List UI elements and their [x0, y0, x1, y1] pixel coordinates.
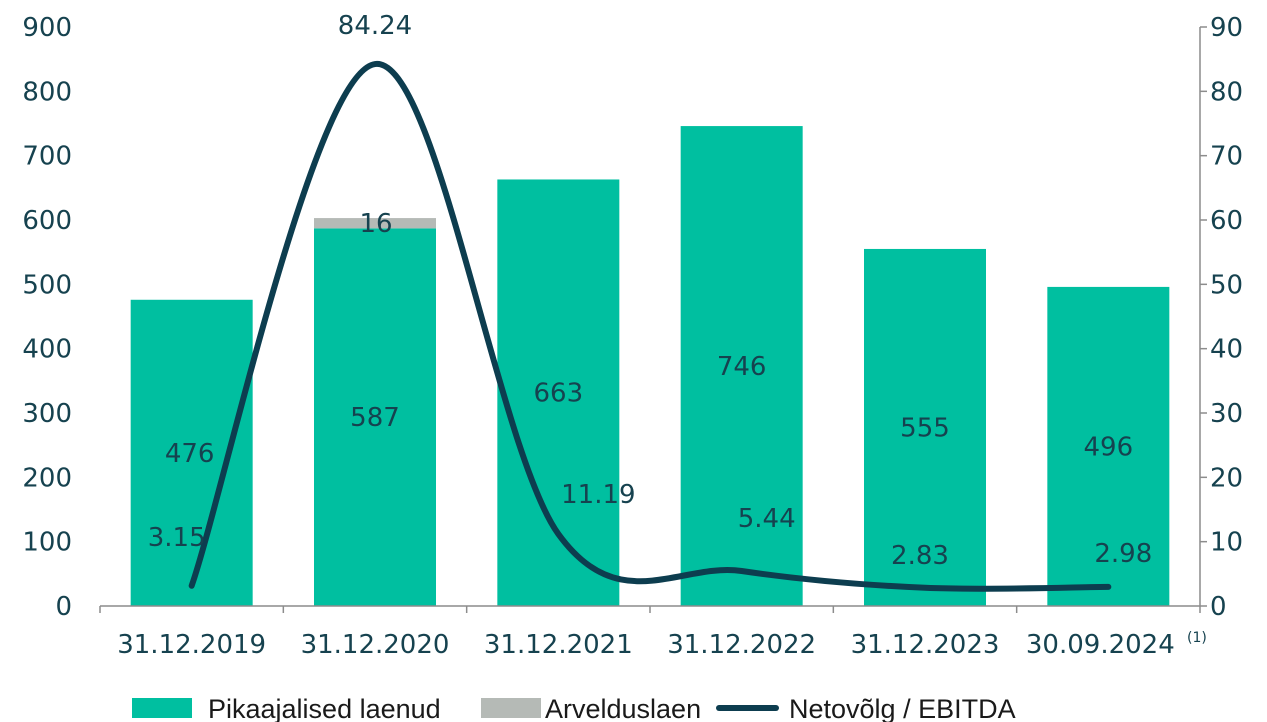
stacked-bar-31.12.2020	[314, 218, 436, 229]
left-y-tick-label: 700	[22, 142, 72, 172]
bar-30.09.2024	[1047, 286, 1170, 606]
line-value-label: 5.44	[738, 504, 796, 534]
bar-31.12.2019	[130, 299, 253, 606]
right-y-tick-label: 40	[1210, 335, 1243, 365]
legend-swatch-arvelduslaen	[481, 698, 541, 718]
right-y-tick-label: 80	[1210, 77, 1243, 107]
line-value-label: 2.83	[891, 541, 949, 571]
series-line-netovolg-ebitda	[188, 61, 1112, 592]
x-category-label: 30.09.2024	[1026, 630, 1175, 660]
right-y-tick-label: 60	[1210, 206, 1243, 236]
left-y-tick-label: 300	[22, 399, 72, 429]
legend-label-arvelduslaen: Arvelduslaen	[545, 694, 701, 722]
x-category-label: 31.12.2019	[117, 630, 266, 660]
bar-value-label: 746	[717, 352, 767, 382]
line-value-label: 3.15	[148, 523, 206, 553]
axes-layer: 0 100 200 300 400 500 600 700 800 900 0 10 20 30 40 50 6…	[22, 13, 1243, 660]
stacked-value-label: 16	[359, 209, 392, 239]
right-y-tick-label: 90	[1210, 13, 1243, 43]
bars-layer	[130, 126, 1170, 606]
left-y-tick-label: 100	[22, 528, 72, 558]
right-y-tick-label: 20	[1210, 463, 1243, 493]
x-category-label: 31.12.2020	[301, 630, 450, 660]
line-value-label: 84.24	[338, 11, 412, 41]
bar-value-label: 476	[165, 439, 215, 469]
right-y-tick-label: 10	[1210, 528, 1243, 558]
left-y-tick-label: 500	[22, 270, 72, 300]
legend-label-pikaajalised-laenud: Pikaajalised laenud	[208, 694, 441, 722]
left-y-tick-label: 900	[22, 13, 72, 43]
line-value-label: 11.19	[561, 480, 635, 510]
x-category-label: 31.12.2022	[667, 630, 816, 660]
legend-swatch-pikaajalised-laenud	[132, 698, 192, 718]
bar-value-label: 555	[900, 413, 950, 443]
x-category-label: 31.12.2023	[851, 630, 1000, 660]
bar-31.12.2022	[680, 126, 803, 606]
bar-value-label: 587	[350, 403, 400, 433]
left-y-tick-label: 600	[22, 206, 72, 236]
right-y-tick-label: 30	[1210, 399, 1243, 429]
left-y-tick-label: 0	[55, 592, 72, 622]
left-y-tick-label: 800	[22, 77, 72, 107]
right-y-tick-label: 70	[1210, 142, 1243, 172]
line-value-label: 2.98	[1094, 539, 1152, 569]
bar-value-label: 496	[1084, 432, 1134, 462]
line-layer	[188, 61, 1112, 592]
legend: Pikaajalised laenud Arvelduslaen Netovõlg …	[132, 694, 1016, 722]
category-footnote: (1)	[1187, 630, 1207, 646]
right-y-tick-label: 50	[1210, 270, 1243, 300]
bar-31.12.2020	[314, 228, 436, 606]
left-y-tick-label: 200	[22, 463, 72, 493]
bar-31.12.2023	[864, 248, 986, 606]
left-y-tick-label: 400	[22, 335, 72, 365]
legend-label-netovolg-ebitda: Netovõlg / EBITDA	[789, 694, 1016, 722]
right-y-tick-label: 0	[1210, 592, 1227, 622]
bar-value-label: 663	[534, 379, 584, 409]
data-labels-layer: 476 587 16 663 746 555 496 3.15 84.24 11.19 5.44 2.…	[148, 11, 1153, 571]
x-category-label: 31.12.2021	[484, 630, 633, 660]
